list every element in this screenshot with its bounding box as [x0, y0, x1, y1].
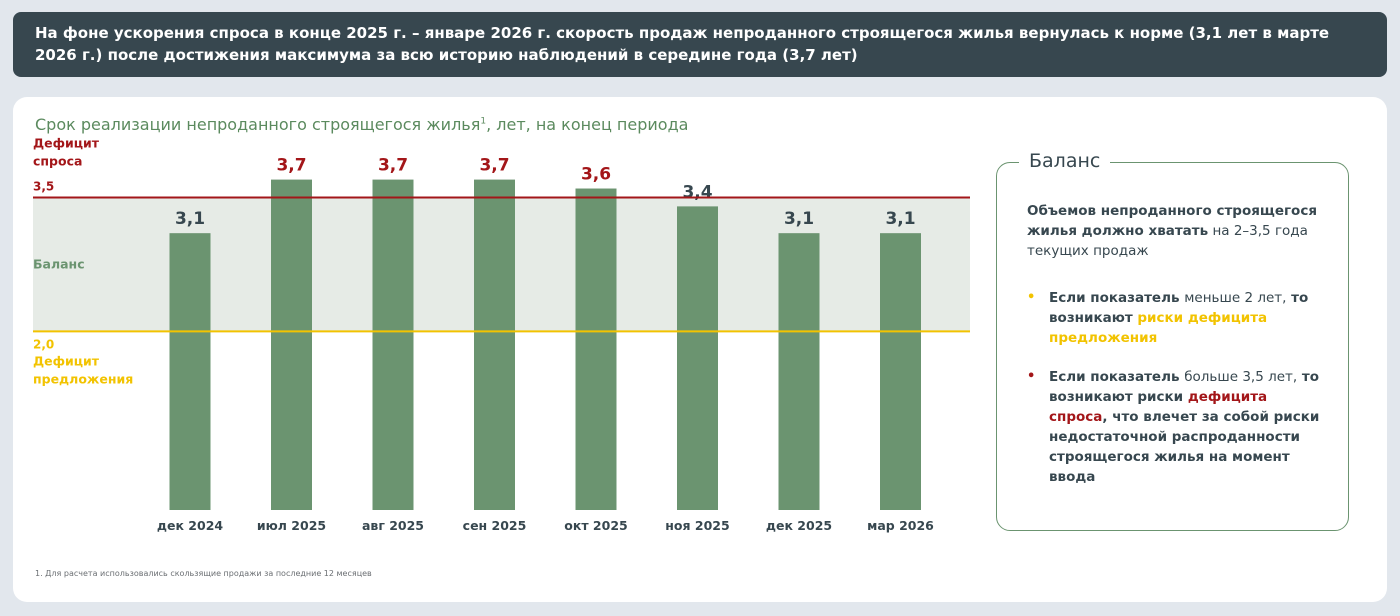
- bullet1-p2: меньше 2 лет,: [1184, 290, 1287, 306]
- footnote: 1. Для расчета использовались скользящие…: [35, 569, 372, 578]
- bullet2-p3: то возникают риски: [1049, 369, 1320, 405]
- chart-panel: Срок реализации непроданного строящегося…: [13, 97, 1387, 602]
- chart-title-suffix: , лет, на конец периода: [486, 115, 689, 134]
- balance-card: Баланс Объемов непроданного строящегося …: [996, 150, 1349, 531]
- bar: [778, 233, 820, 511]
- lead-rest: на 2–3,5 года текущих продаж: [1027, 223, 1308, 259]
- chart-title-main: Срок реализации непроданного строящегося…: [35, 115, 481, 134]
- category-tick-label: авг 2025: [362, 518, 424, 533]
- bullet-supply-deficit: • Если показатель меньше 2 лет, то возни…: [1027, 288, 1329, 348]
- bar-value-label: 3,7: [479, 156, 509, 176]
- bar-chart: 3,1 дек 2024 3,7 июл 2025 3,7 авг 2025 3,7 сен …: [33, 135, 970, 533]
- category-tick-label: окт 2025: [564, 518, 627, 533]
- bar-value-label: 3,7: [378, 156, 408, 176]
- bar: [677, 206, 718, 510]
- demand-deficit-label: спроса: [33, 153, 82, 168]
- slide-header: На фоне ускорения спроса в конце 2025 г.…: [13, 12, 1387, 77]
- chart-title-footnote-ref: 1: [480, 116, 487, 127]
- bullet2-p2: больше 3,5 лет,: [1184, 369, 1298, 385]
- supply-deficit-label: предложения: [33, 371, 133, 386]
- bullet-dot-yellow: •: [1027, 290, 1036, 305]
- chart-title: Срок реализации непроданного строящегося…: [35, 115, 688, 134]
- upper-threshold-value: 3,5: [33, 179, 54, 193]
- bar-value-label: 3,1: [784, 209, 814, 229]
- bullet1-highlight: риски дефицита предложения: [1049, 310, 1268, 346]
- category-tick-label: дек 2025: [766, 518, 832, 533]
- bar-value-label: 3,7: [276, 156, 306, 176]
- demand-deficit-label: Дефицит: [33, 135, 100, 150]
- category-tick-label: сен 2025: [463, 518, 527, 533]
- bullet-demand-deficit: • Если показатель больше 3,5 лет, то воз…: [1027, 367, 1329, 487]
- bullet2-p1: Если показатель: [1049, 369, 1185, 385]
- balance-card-title: Баланс: [1019, 150, 1111, 172]
- bullet2-p4: , что влечет за собой риски недостаточно…: [1049, 409, 1320, 485]
- bar-value-label: 3,4: [682, 182, 712, 202]
- bar-value-label: 3,1: [885, 209, 915, 229]
- bar-value-label: 3,6: [581, 165, 611, 185]
- category-tick-label: ноя 2025: [665, 518, 729, 533]
- lead-bold: Объемов непроданного строящегося жилья д…: [1027, 203, 1317, 239]
- bar: [880, 233, 921, 511]
- balance-card-lead: Объемов непроданного строящегося жилья д…: [1027, 201, 1337, 261]
- category-tick-label: июл 2025: [257, 518, 326, 533]
- category-tick-label: мар 2026: [867, 518, 934, 533]
- bullet-dot-red: •: [1027, 369, 1036, 384]
- category-tick-label: дек 2024: [157, 518, 224, 533]
- bar: [169, 233, 211, 511]
- supply-deficit-label: Дефицит: [33, 353, 100, 368]
- bar: [474, 179, 515, 510]
- bullet2-highlight: дефицита спроса: [1049, 389, 1268, 425]
- bullet1-p3: то возникают: [1049, 290, 1309, 326]
- bar: [575, 188, 617, 510]
- balance-band-label: Баланс: [33, 256, 85, 271]
- bullet1-p1: Если показатель: [1049, 290, 1185, 306]
- lower-threshold-value: 2,0: [33, 337, 54, 351]
- bar: [372, 179, 414, 510]
- bar: [271, 179, 312, 510]
- bar-value-label: 3,1: [175, 209, 205, 229]
- header-text: На фоне ускорения спроса в конце 2025 г.…: [35, 24, 1330, 64]
